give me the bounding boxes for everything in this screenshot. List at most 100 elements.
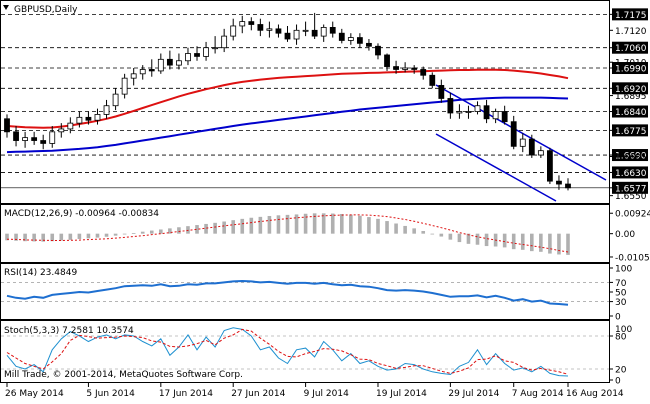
candle-body-bear: [420, 69, 427, 76]
macd-hist-bar: [358, 215, 362, 234]
candle: [420, 66, 427, 80]
macd-signal-line: [6, 214, 569, 253]
rsi-axis-label: 0: [615, 313, 621, 323]
macd-hist-bar: [349, 214, 353, 234]
candle: [194, 46, 200, 61]
macd-hist-bar: [330, 213, 335, 234]
macd-hist-bar: [475, 233, 480, 245]
macd-hist-bar: [231, 220, 236, 234]
macd-title: MACD(12,26,9) -0.00964 -0.00834: [4, 209, 159, 219]
candle: [547, 147, 553, 185]
macd-hist-bar: [32, 233, 36, 242]
candle-body-bull: [537, 150, 544, 156]
candle-body-bear: [284, 32, 291, 40]
candle: [148, 59, 155, 77]
level-price-label: 1.7175: [612, 8, 648, 21]
candle-body-bear: [356, 37, 363, 44]
macd-hist-bar: [421, 231, 426, 234]
stoch-main-line: [6, 327, 569, 377]
candle: [338, 28, 345, 44]
candle: [528, 134, 535, 158]
candle: [302, 21, 309, 37]
rsi-axis-label: 50: [615, 289, 627, 299]
watermark: Mill Trade, © 2001-2014, MetaQuotes Soft…: [4, 370, 243, 380]
candle-body-bear: [547, 150, 553, 182]
candle: [85, 111, 92, 125]
candle: [384, 53, 390, 71]
candle: [185, 47, 191, 66]
candle-body-bear: [375, 45, 381, 56]
channel-upper-line: [435, 84, 607, 181]
candle: [284, 25, 291, 42]
candle-body-bull: [347, 37, 354, 41]
macd-axis-label: 0.00924: [615, 210, 650, 220]
candle: [212, 36, 219, 54]
macd-hist-bar: [511, 233, 516, 250]
level-price-label: 1.6630: [612, 166, 648, 179]
candle-body-bear: [85, 116, 92, 121]
candle: [49, 126, 56, 148]
macd-axis-label: -0.01054: [615, 253, 650, 263]
level-price-label: 1.6990: [612, 62, 648, 75]
macd-hist-bar: [159, 229, 163, 234]
candle: [257, 18, 264, 37]
macd-hist-bar: [539, 233, 543, 252]
candle: [221, 28, 228, 53]
macd-hist-bar: [502, 233, 507, 248]
price-tick-label: 1.6685: [615, 153, 647, 163]
candle-body-bear: [194, 53, 200, 57]
candle: [103, 99, 110, 119]
ma-fast-line: [6, 68, 569, 129]
macd-hist-bar: [68, 233, 73, 240]
candle-body-bear: [338, 32, 345, 41]
candle-body-bull: [456, 111, 463, 114]
candle-body-bear: [329, 27, 336, 34]
candle: [320, 24, 327, 42]
candle: [393, 60, 399, 74]
price-label-bg: [612, 82, 648, 95]
candle: [456, 104, 463, 119]
candle-body-bull: [103, 105, 110, 115]
candle: [501, 105, 508, 125]
channel-lower-line: [435, 133, 557, 202]
candle: [239, 15, 246, 34]
candle: [248, 17, 255, 31]
stoch-signal-line: [6, 328, 569, 375]
macd-hist-bar: [339, 213, 344, 234]
candle-body-bear: [31, 137, 38, 141]
price-tick-label: 1.7120: [615, 27, 647, 37]
macd-hist-bar: [177, 227, 181, 234]
candle-body-bear: [528, 138, 535, 156]
candle-body-bear: [248, 21, 255, 25]
candle: [474, 101, 481, 115]
macd-hist-bar: [367, 217, 371, 234]
macd-hist-bar: [466, 233, 471, 244]
macd-hist-bar: [149, 230, 154, 234]
macd-hist-bar: [14, 233, 18, 241]
candle-body-bear: [166, 58, 173, 66]
candle-body-bear: [384, 54, 390, 67]
candle: [411, 65, 418, 74]
candle-body-bear: [148, 69, 155, 72]
time-axis-label: 16 Aug 2014: [566, 389, 624, 399]
candle: [94, 108, 101, 125]
price-label-text: 1.6630: [615, 169, 647, 179]
macd-hist-bar: [285, 214, 290, 234]
macd-hist-bar: [566, 233, 570, 255]
candle-body-bull: [67, 122, 74, 130]
candle: [519, 133, 526, 153]
candle-body-bear: [366, 42, 372, 47]
candle-body-bull: [49, 131, 56, 144]
macd-hist-bar: [50, 233, 55, 242]
stoch-axis-top-label: 100: [615, 325, 632, 335]
candle-body-bear: [4, 118, 10, 133]
symbol-arrow-icon: [3, 5, 9, 10]
level-price-label: 1.6920: [612, 82, 648, 95]
rsi-axis-label: 100: [615, 265, 632, 275]
price-label-text: 1.6690: [615, 152, 647, 162]
macd-hist-bar: [95, 233, 100, 238]
candle-body-bull: [157, 58, 164, 72]
candle: [375, 43, 381, 60]
